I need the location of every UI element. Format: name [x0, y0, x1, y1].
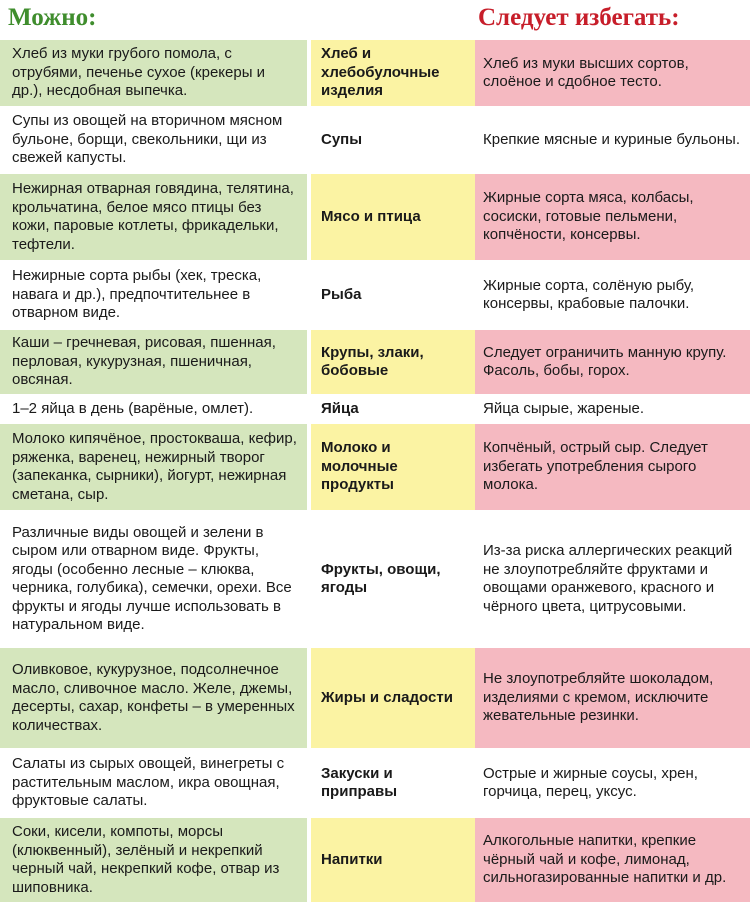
allowed-cell: Супы из овощей на вторичном мясном бульо… [0, 107, 311, 173]
table-row: Нежирная отварная говядина, телятина, кр… [0, 174, 750, 261]
allowed-cell: Каши – гречневая, рисовая, пшенная, перл… [0, 330, 311, 394]
allowed-heading: Можно: [8, 4, 97, 31]
category-cell: Крупы, злаки, бобовые [311, 330, 475, 394]
table-row: Соки, кисели, компоты, морсы (клюквенный… [0, 818, 750, 903]
allowed-cell: Салаты из сырых овощей, винегреты с раст… [0, 749, 311, 817]
table-row: Каши – гречневая, рисовая, пшенная, перл… [0, 330, 750, 395]
avoid-cell: Копчёный, острый сыр. Следует избегать у… [475, 424, 750, 510]
category-cell: Рыба [311, 261, 475, 329]
avoid-cell: Яйца сырые, жареные. [475, 395, 750, 423]
category-cell: Жиры и сладости [311, 648, 475, 748]
avoid-heading: Следует избегать: [478, 4, 680, 31]
table-row: 1–2 яйца в день (варёные, омлет). Яйца Я… [0, 395, 750, 424]
table-row: Нежирные сорта рыбы (хек, треска, навага… [0, 261, 750, 330]
category-cell: Яйца [311, 395, 475, 423]
allowed-cell: Хлеб из муки грубого помола, с отрубями,… [0, 40, 311, 106]
allowed-cell: Нежирные сорта рыбы (хек, треска, навага… [0, 261, 311, 329]
avoid-cell: Острые и жирные соусы, хрен, горчица, пе… [475, 749, 750, 817]
avoid-cell: Не злоупотребляйте шоколадом, изделиями … [475, 648, 750, 748]
category-cell: Хлеб и хлебобулочные изделия [311, 40, 475, 106]
category-cell: Напитки [311, 818, 475, 902]
allowed-cell: Нежирная отварная говядина, телятина, кр… [0, 174, 311, 260]
table-row: Супы из овощей на вторичном мясном бульо… [0, 107, 750, 174]
table-row: Молоко кипячёное, простокваша, кефир, ря… [0, 424, 750, 511]
table-row: Различные виды овощей и зелени в сыром и… [0, 511, 750, 648]
allowed-cell: Молоко кипячёное, простокваша, кефир, ря… [0, 424, 311, 510]
category-cell: Фрукты, овощи, ягоды [311, 511, 475, 647]
avoid-cell: Жирные сорта мяса, колбасы, сосиски, гот… [475, 174, 750, 260]
avoid-cell: Алкогольные напитки, крепкие чёрный чай … [475, 818, 750, 902]
category-cell: Закуски и приправы [311, 749, 475, 817]
allowed-cell: Соки, кисели, компоты, морсы (клюквенный… [0, 818, 311, 902]
allowed-cell: 1–2 яйца в день (варёные, омлет). [0, 395, 311, 423]
category-cell: Молоко и молочные продукты [311, 424, 475, 510]
avoid-cell: Жирные сорта, солёную рыбу, консервы, кр… [475, 261, 750, 329]
table-row: Салаты из сырых овощей, винегреты с раст… [0, 749, 750, 818]
allowed-cell: Оливковое, кукурузное, подсолнечное масл… [0, 648, 311, 748]
table-row: Оливковое, кукурузное, подсолнечное масл… [0, 648, 750, 749]
avoid-cell: Из-за риска аллергических реакций не зло… [475, 511, 750, 647]
food-table: Хлеб из муки грубого помола, с отрубями,… [0, 40, 750, 903]
category-cell: Супы [311, 107, 475, 173]
category-cell: Мясо и птица [311, 174, 475, 260]
allowed-cell: Различные виды овощей и зелени в сыром и… [0, 511, 311, 647]
avoid-cell: Крепкие мясные и куриные бульоны. [475, 107, 750, 173]
avoid-cell: Хлеб из муки высших сортов, слоёное и сд… [475, 40, 750, 106]
avoid-cell: Следует ограничить манную крупу. Фасоль,… [475, 330, 750, 394]
table-row: Хлеб из муки грубого помола, с отрубями,… [0, 40, 750, 107]
